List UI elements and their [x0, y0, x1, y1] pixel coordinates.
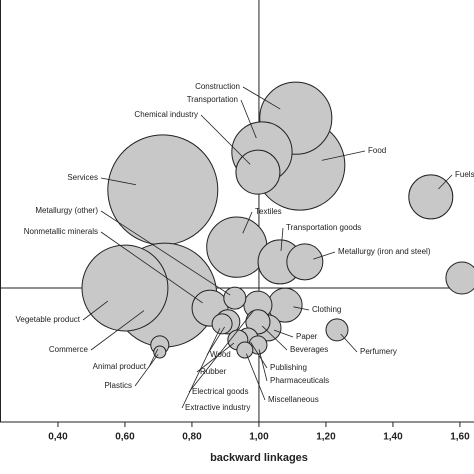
- bubble: [325, 318, 349, 342]
- leader-line: [250, 341, 268, 369]
- bubble-label: Food: [368, 146, 386, 155]
- bubble-label: Construction: [195, 82, 240, 91]
- bubble: [107, 134, 219, 246]
- x-tick-label: 1,60: [450, 432, 470, 443]
- leader-line: [340, 333, 358, 353]
- leader-line: [261, 325, 288, 351]
- bubble: [206, 216, 268, 278]
- leader-line: [100, 210, 231, 296]
- x-tick-label: 1,20: [316, 432, 336, 443]
- bubble-label: Extractive industry: [185, 403, 250, 412]
- bubble-label: Publishing: [270, 363, 307, 372]
- bubble-label: Metallurgy (other): [35, 206, 98, 215]
- bubble-label: Electrical goods: [192, 387, 248, 396]
- leader-line: [438, 174, 453, 190]
- leader-line: [206, 326, 225, 356]
- leader-line: [82, 300, 109, 321]
- leader-line: [313, 251, 336, 260]
- bubble-label: Metallurgy (iron and steel): [338, 247, 431, 256]
- leader-line: [100, 231, 203, 304]
- bubble-label: Paper: [296, 332, 318, 341]
- bubble-label: Rubber: [200, 367, 227, 376]
- leader-line: [181, 328, 221, 409]
- bubble-label: Transportation: [187, 95, 238, 104]
- bubble-label: Vegetable product: [16, 315, 81, 324]
- x-tick-label: 1,00: [249, 432, 269, 443]
- bubble-label: Perfumery: [360, 347, 397, 356]
- x-axis-title: backward linkages: [210, 452, 308, 464]
- leader-line: [245, 353, 266, 401]
- leader-line: [148, 348, 159, 368]
- leader-line: [280, 227, 284, 251]
- bubble-label: Nonmetallic minerals: [24, 227, 98, 236]
- leader-line: [258, 349, 268, 382]
- leader-line: [200, 114, 251, 165]
- bubble-label: Chemical industry: [134, 110, 198, 119]
- leader-line: [240, 99, 257, 139]
- bubble: [236, 341, 254, 359]
- x-tick-label: 0,80: [182, 432, 202, 443]
- bubble-label: Miscellaneous: [268, 395, 319, 404]
- bubble-label: Pharmaceuticals: [270, 376, 329, 385]
- bubble: [445, 261, 474, 295]
- bubble: [81, 244, 169, 332]
- leader-line: [242, 86, 281, 110]
- leader-line: [188, 310, 254, 393]
- bubble-label: Plastics: [104, 381, 132, 390]
- leader-line: [321, 150, 366, 161]
- leader-line: [90, 310, 145, 351]
- bubble-label: Wood: [210, 350, 231, 359]
- bubble: [223, 286, 247, 310]
- bubble-label: Services: [67, 173, 98, 182]
- bubble-label: Fuels: [455, 170, 474, 179]
- bubble: [286, 243, 324, 281]
- bubble-label: Beverages: [290, 345, 328, 354]
- bubble-label: Commerce: [49, 345, 89, 354]
- leader-line: [293, 306, 310, 311]
- bubble: [211, 313, 233, 335]
- bubble-label: Transportation goods: [286, 223, 361, 232]
- x-tick-label: 0,60: [115, 432, 135, 443]
- bubble-label: Clothing: [312, 305, 341, 314]
- x-tick-label: 0,40: [48, 432, 68, 443]
- bubble-label: Textiles: [255, 207, 282, 216]
- leader-line: [242, 211, 253, 234]
- leader-line: [100, 177, 136, 186]
- leader-line: [273, 329, 294, 338]
- x-tick-label: 1,40: [383, 432, 403, 443]
- bubble: [153, 345, 167, 359]
- bubble-label: Animal product: [93, 362, 147, 371]
- leader-line: [196, 342, 235, 373]
- leader-line: [134, 354, 159, 387]
